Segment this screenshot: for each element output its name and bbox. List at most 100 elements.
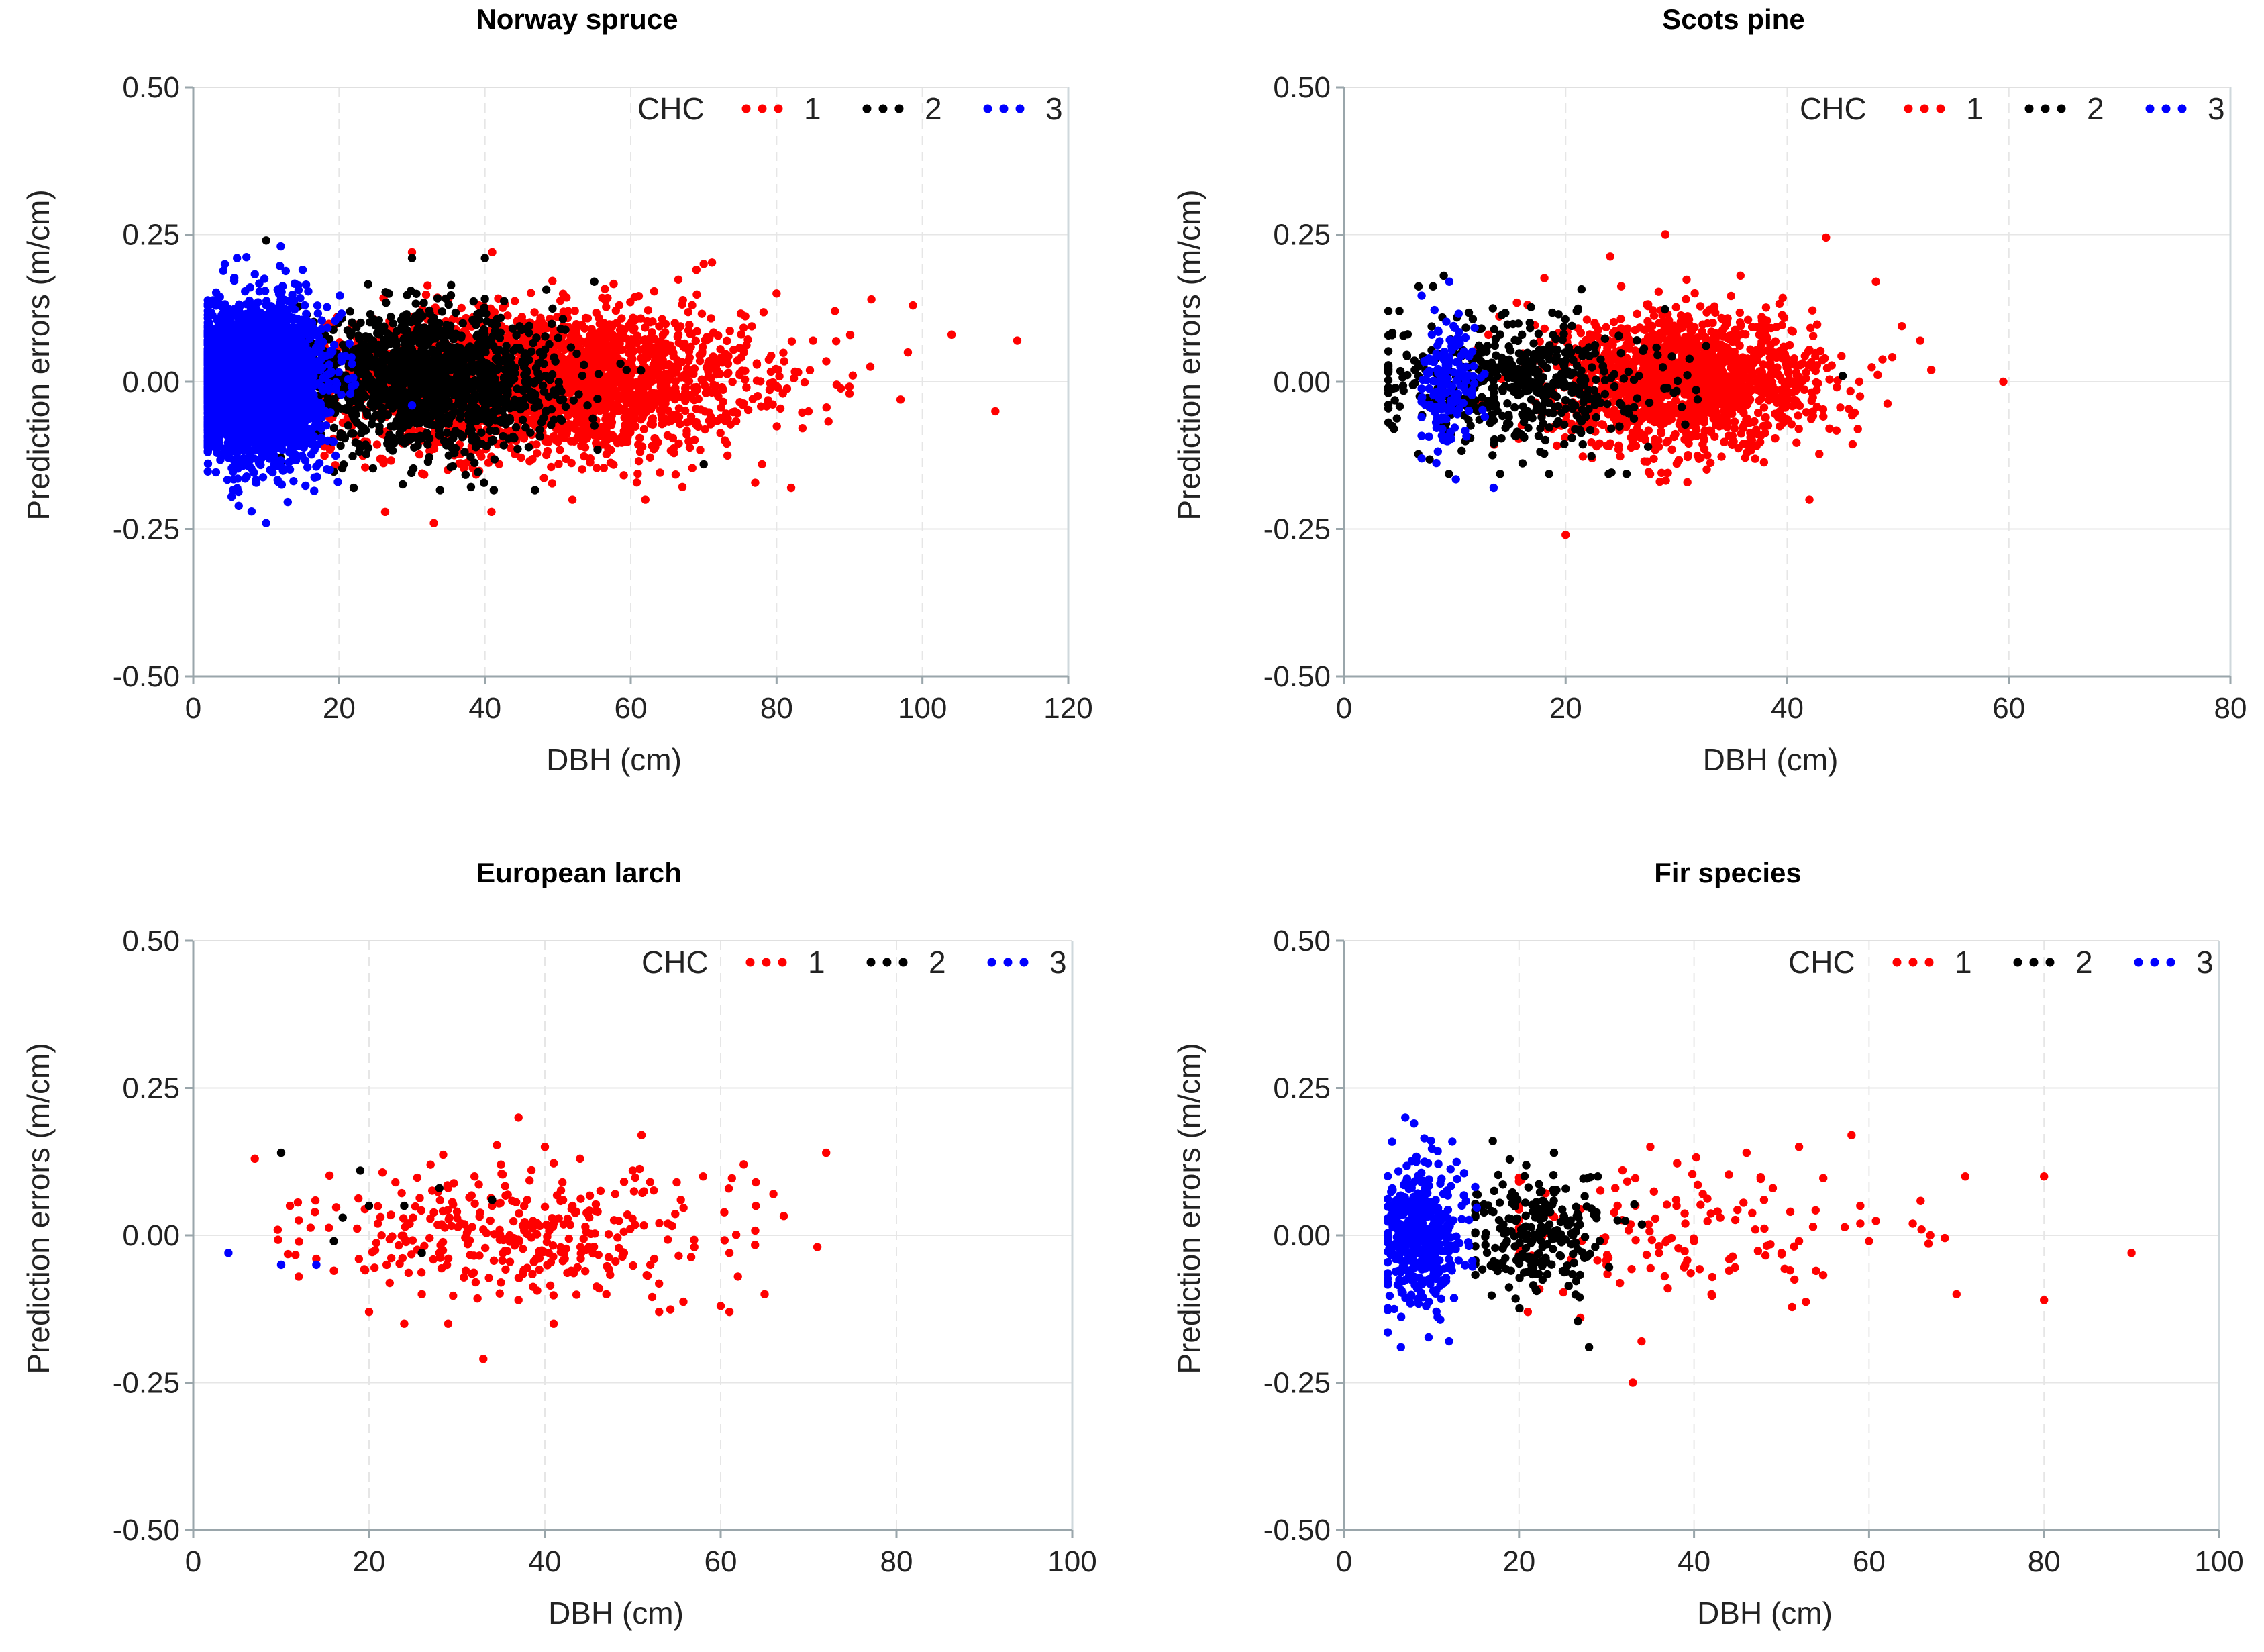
data-point [364,280,372,289]
data-point [480,295,489,303]
data-point [376,454,385,464]
data-point [655,322,664,331]
data-point [350,405,358,415]
data-point [375,427,384,436]
data-point [602,303,611,311]
data-point [470,458,479,467]
data-point [413,317,422,326]
data-point [451,308,460,317]
data-point [486,362,495,370]
data-point [609,279,618,289]
data-point [723,451,732,460]
data-point [541,332,550,341]
data-point [505,404,515,413]
data-point [613,346,622,356]
data-point [421,389,429,399]
data-point [570,407,578,417]
data-point [320,451,329,460]
data-point [576,413,584,422]
data-point [574,333,583,343]
data-point [354,363,364,372]
data-point [389,422,399,431]
data-point [706,420,715,429]
data-point [558,366,567,374]
data-point [504,378,513,386]
data-point [462,350,471,359]
data-point [622,397,631,407]
data-point [800,378,809,387]
data-point [440,395,448,405]
data-point [535,318,544,327]
data-point [357,429,366,437]
data-point [547,421,556,429]
data-point [383,329,392,338]
data-point [499,297,509,305]
data-point [619,471,628,480]
data-point [479,364,488,372]
data-point [435,486,444,495]
data-point [502,342,511,350]
data-point [511,423,521,432]
data-point [480,254,489,262]
data-point [692,405,701,413]
data-point [805,366,815,375]
data-point [583,314,593,323]
points-group [203,236,1022,527]
data-point [532,333,541,342]
data-point [845,389,854,398]
data-point [699,460,708,469]
data-point [715,370,725,378]
data-point [558,358,568,367]
data-point [779,348,788,357]
data-point [586,347,595,356]
data-point [639,425,649,433]
data-point [668,410,678,419]
data-point [468,380,477,390]
data-point [368,414,377,423]
data-point [588,414,597,423]
data-point [617,314,626,323]
data-point [707,258,717,267]
data-point [641,495,650,504]
data-point [648,415,656,424]
data-point [733,409,742,417]
data-point [733,356,742,365]
data-point [635,448,645,456]
data-point [354,331,363,340]
data-point [357,343,366,352]
data-point [489,486,499,495]
data-point [719,397,727,406]
data-point [436,360,445,369]
data-point [425,306,434,315]
data-point [444,300,453,309]
data-point [554,333,562,342]
data-point [743,405,753,415]
data-point [718,358,727,367]
data-point [395,429,404,438]
data-point [762,402,771,411]
data-point [725,327,734,335]
data-point [513,444,522,454]
data-point [493,315,501,324]
data-point [867,295,876,304]
data-point [556,324,565,333]
data-point [410,443,419,452]
data-point [441,373,450,382]
data-point [772,289,781,298]
data-point [613,337,622,346]
data-point [361,463,370,472]
data-point [446,291,456,300]
data-point [446,356,456,364]
data-point [415,308,424,317]
data-point [947,330,956,339]
data-point [743,335,752,344]
data-point [786,483,796,493]
data-point [614,407,623,416]
data-point [609,460,618,469]
data-point [442,321,451,329]
data-point [592,309,601,317]
data-point [751,478,760,487]
data-point [518,415,527,425]
data-point [653,342,662,351]
data-point [429,519,438,527]
